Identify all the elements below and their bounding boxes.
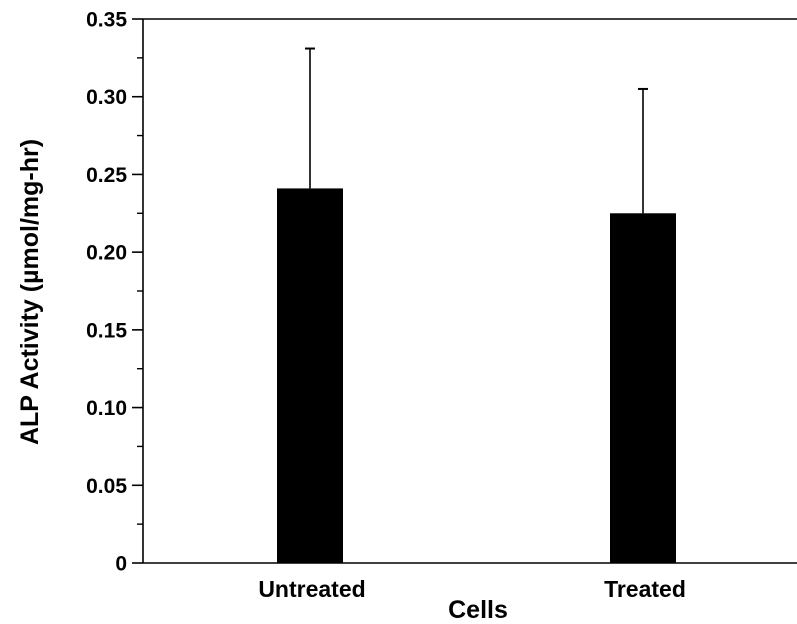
plot-area: [143, 19, 797, 563]
y-axis-ticks: 0 0.05 0.10 0.15 0.20 0.25 0.30 0.35: [86, 9, 143, 576]
y-tick-label: 0.10: [86, 397, 127, 420]
bar-treated: [610, 213, 676, 563]
x-category-label: Treated: [604, 576, 686, 602]
y-tick-label: 0.05: [86, 475, 127, 498]
bars: [277, 49, 676, 563]
bar-untreated: [277, 188, 343, 563]
x-category-label: Untreated: [258, 576, 365, 602]
y-tick-label: 0: [115, 553, 127, 576]
x-axis-title: Cells: [448, 596, 508, 624]
y-tick-label: 0.20: [86, 242, 127, 265]
y-axis-title: ALP Activity (µmol/mg-hr): [16, 139, 44, 445]
y-tick-label: 0.15: [86, 319, 127, 342]
y-tick-label: 0.25: [86, 164, 127, 187]
y-tick-label: 0.35: [86, 9, 127, 32]
y-tick-label: 0.30: [86, 86, 127, 109]
